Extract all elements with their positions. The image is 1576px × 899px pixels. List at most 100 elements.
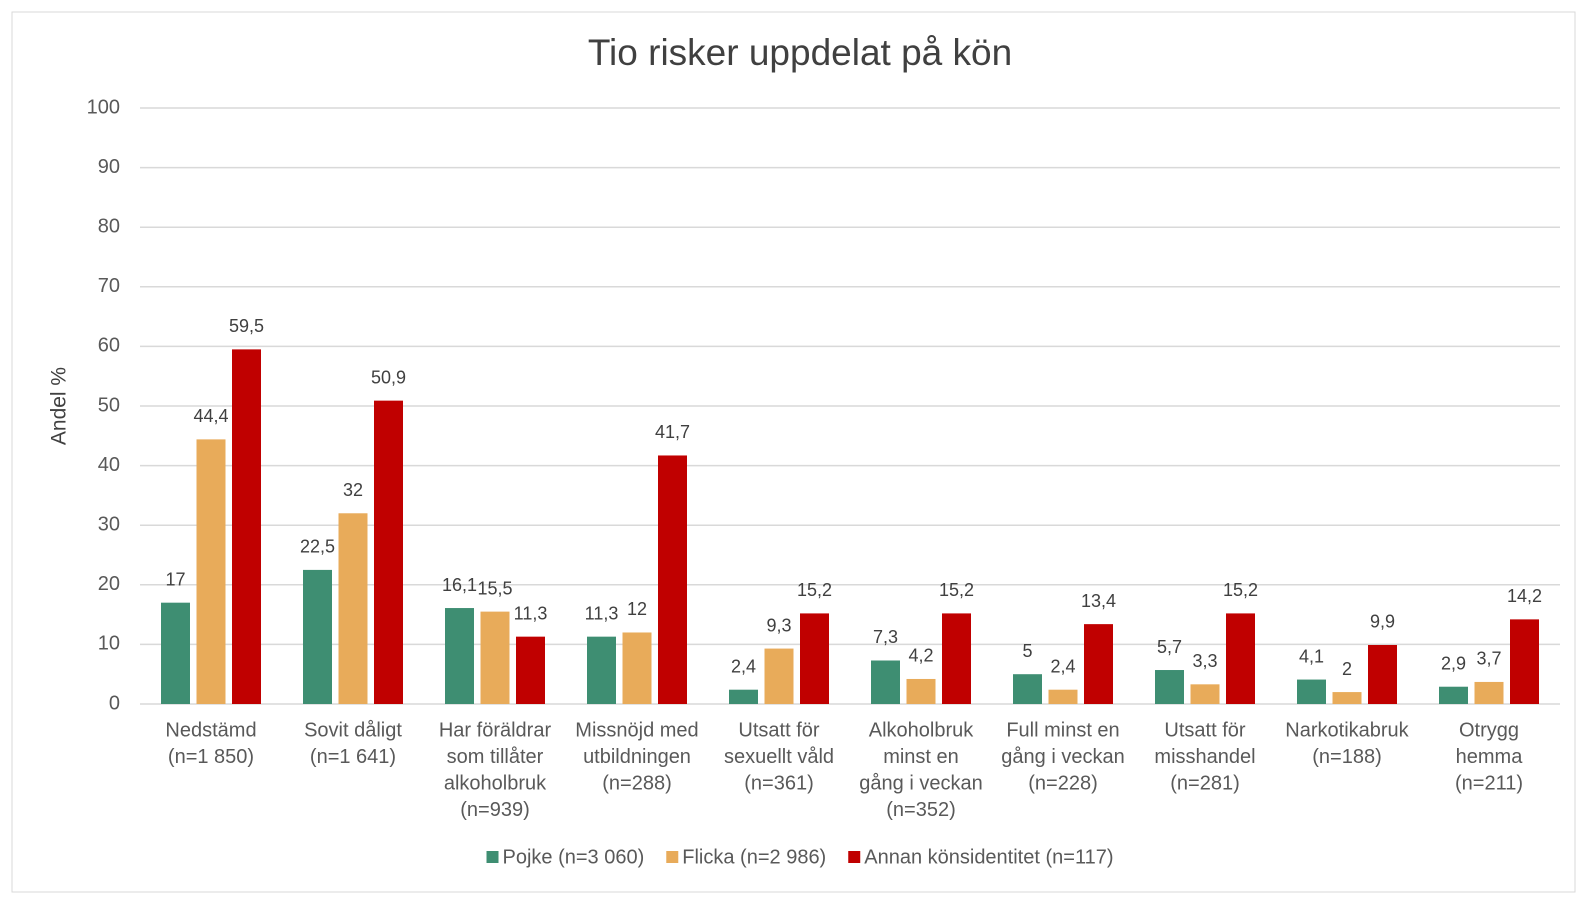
x-tick-label: Nedstämd (165, 719, 256, 741)
value-label: 14,2 (1507, 586, 1542, 606)
x-tick-label: misshandel (1154, 746, 1255, 768)
value-label: 3,7 (1476, 649, 1501, 669)
value-label: 12 (627, 599, 647, 619)
y-tick-label: 70 (98, 275, 120, 297)
bar (800, 613, 829, 704)
bar (445, 608, 474, 704)
x-tick-label: (n=188) (1312, 746, 1382, 768)
bar (587, 636, 616, 704)
bar (658, 455, 687, 704)
x-tick-label: (n=352) (886, 799, 956, 821)
value-label: 16,1 (442, 575, 477, 595)
y-tick-label: 40 (98, 454, 120, 476)
x-tick-label: Otrygg (1459, 719, 1519, 741)
x-tick-label: Missnöjd med (575, 719, 698, 741)
value-label: 15,2 (1223, 580, 1258, 600)
bar (196, 439, 226, 704)
value-label: 4,1 (1299, 646, 1324, 666)
x-tick-label: Alkoholbruk (869, 719, 975, 741)
value-label: 50,9 (371, 367, 406, 387)
chart-frame (11, 11, 1576, 893)
bar (338, 513, 368, 704)
value-label: 5 (1022, 641, 1032, 661)
y-tick-label: 60 (98, 335, 120, 357)
legend-label: Pojke (n=3 060) (503, 846, 645, 868)
bar (906, 678, 936, 704)
chart-title: Tio risker uppdelat på kön (588, 32, 1012, 73)
bar (1084, 624, 1113, 704)
x-tick-label: hemma (1456, 746, 1524, 768)
bar (1226, 613, 1255, 704)
bar (1190, 684, 1220, 704)
x-tick-label: gång i veckan (1001, 746, 1124, 768)
value-label: 59,5 (229, 316, 264, 336)
bar (1474, 681, 1504, 704)
value-label: 15,2 (797, 580, 832, 600)
bar (1297, 679, 1326, 704)
value-label: 11,3 (585, 603, 619, 623)
x-tick-label: alkoholbruk (444, 772, 547, 794)
y-tick-label: 0 (109, 692, 120, 714)
value-label: 7,3 (873, 627, 898, 647)
x-tick-label: utbildningen (583, 746, 691, 768)
value-label: 32 (343, 480, 363, 500)
bar (622, 632, 652, 704)
value-label: 5,7 (1157, 637, 1182, 657)
value-label: 2,4 (731, 656, 756, 676)
x-tick-label: sexuellt våld (724, 746, 834, 768)
y-tick-label: 20 (98, 573, 120, 595)
value-label: 2,9 (1441, 653, 1466, 673)
legend-swatch (666, 851, 679, 863)
bar (303, 569, 332, 704)
value-label: 13,4 (1081, 591, 1116, 611)
x-tick-label: Utsatt för (738, 719, 819, 741)
y-tick-label: 100 (87, 96, 120, 118)
x-tick-label: gång i veckan (859, 772, 982, 794)
y-tick-label: 80 (98, 215, 120, 237)
y-axis-label: Andel % (48, 367, 71, 445)
bar (374, 400, 403, 704)
value-label: 4,2 (908, 646, 933, 666)
x-tick-label: (n=1 850) (168, 746, 254, 768)
bar (1048, 689, 1078, 704)
bar (1368, 644, 1397, 704)
value-label: 9,3 (766, 615, 791, 635)
bar (1155, 670, 1184, 704)
bar (729, 689, 758, 704)
bar (480, 611, 510, 704)
y-tick-label: 30 (98, 513, 120, 535)
legend-label: Flicka (n=2 986) (682, 846, 826, 868)
x-tick-label: (n=211) (1455, 772, 1523, 794)
value-label: 41,7 (655, 422, 690, 442)
x-tick-label: (n=228) (1028, 772, 1098, 794)
bar (871, 660, 900, 704)
value-label: 3,3 (1192, 651, 1217, 671)
value-label: 17 (165, 569, 185, 589)
value-label: 2 (1342, 659, 1352, 679)
legend-swatch (848, 851, 861, 863)
bar (1510, 619, 1539, 704)
value-label: 2,4 (1050, 656, 1075, 676)
bar (764, 648, 794, 704)
legend-swatch (486, 851, 499, 863)
y-tick-label: 90 (98, 156, 120, 178)
y-tick-label: 50 (98, 394, 120, 416)
x-tick-label: (n=281) (1170, 772, 1240, 794)
bar (942, 613, 971, 704)
x-tick-label: (n=939) (460, 799, 530, 821)
bar (161, 602, 190, 704)
x-tick-label: Full minst en (1006, 719, 1119, 741)
value-label: 22,5 (300, 537, 335, 557)
bar (1332, 692, 1362, 704)
legend-label: Annan könsidentitet (n=117) (864, 846, 1113, 868)
y-tick-label: 10 (98, 633, 120, 655)
bar (516, 636, 545, 704)
x-tick-label: (n=1 641) (310, 746, 396, 768)
x-tick-label: Narkotikabruk (1285, 719, 1409, 741)
bar (1439, 686, 1468, 704)
x-tick-label: (n=288) (602, 772, 672, 794)
x-tick-label: som tillåter (447, 746, 544, 768)
x-tick-label: (n=361) (744, 772, 814, 794)
value-label: 44,4 (193, 406, 228, 426)
